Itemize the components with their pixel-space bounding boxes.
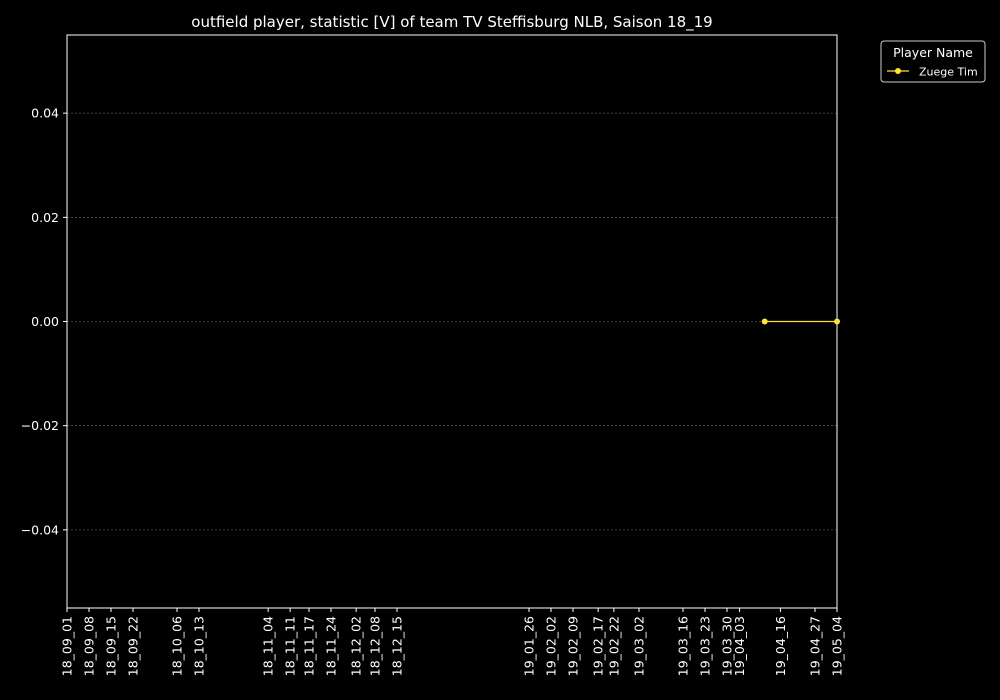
y-tick-label: 0.02 <box>31 210 59 225</box>
x-axis: 18_09_01 18_09_08 18_09_15 18_09_22 18_10_06… <box>60 608 845 676</box>
x-tick-label: 19_02_02 <box>544 616 559 676</box>
x-tick-label: 18_11_17 <box>302 616 317 676</box>
series-layer <box>761 318 840 325</box>
legend: Player Name Zuege Tim <box>880 40 986 83</box>
x-tick-label: 19_04_16 <box>773 616 788 676</box>
y-tick-label: −0.02 <box>21 418 59 433</box>
y-tick-label: −0.04 <box>21 522 59 537</box>
x-tick-label: 18_12_15 <box>390 616 405 676</box>
x-tick-label: 18_10_13 <box>192 616 207 676</box>
x-tick-label: 19_03_16 <box>676 616 691 676</box>
x-tick-label: 19_04_27 <box>808 616 823 676</box>
x-tick-label: 19_03_30 <box>720 616 735 676</box>
y-axis: −0.04 −0.02 0.00 0.02 0.04 <box>21 106 67 537</box>
x-tick-label: 18_09_08 <box>82 616 97 676</box>
legend-box <box>880 40 986 83</box>
x-tick-label: 19_03_23 <box>698 616 713 676</box>
x-tick-label: 19_02_09 <box>566 616 581 676</box>
x-tick-label: 18_12_02 <box>349 616 364 676</box>
x-tick-label: 18_12_08 <box>368 616 383 676</box>
x-tick-label: 18_09_01 <box>60 616 75 676</box>
x-tick-label: 18_11_04 <box>261 616 276 676</box>
x-tick-label: 18_10_06 <box>170 616 185 676</box>
legend-series-marker <box>895 68 901 74</box>
legend-title: Player Name <box>893 45 973 60</box>
x-tick-label: 18_09_15 <box>104 616 119 676</box>
x-tick-label: 19_03_02 <box>632 616 647 676</box>
x-tick-label: 18_09_22 <box>126 616 141 676</box>
x-tick-label: 18_11_11 <box>283 616 298 676</box>
x-tick-label: 19_04_03 <box>732 616 747 676</box>
data-point <box>761 318 768 325</box>
x-tick-label: 19_01_26 <box>522 616 537 676</box>
x-tick-label: 19_02_17 <box>591 616 606 676</box>
x-tick-label: 19_05_04 <box>830 616 845 676</box>
legend-series-label: Zuege Tim <box>919 66 978 79</box>
x-tick-label: 19_02_22 <box>606 616 621 676</box>
data-point <box>834 318 840 325</box>
chart-title: outfield player, statistic [V] of team T… <box>191 13 712 32</box>
y-tick-label: 0.04 <box>31 106 59 121</box>
grid <box>67 112 837 531</box>
y-tick-label: 0.00 <box>31 314 59 329</box>
x-tick-label: 18_11_24 <box>324 616 339 676</box>
